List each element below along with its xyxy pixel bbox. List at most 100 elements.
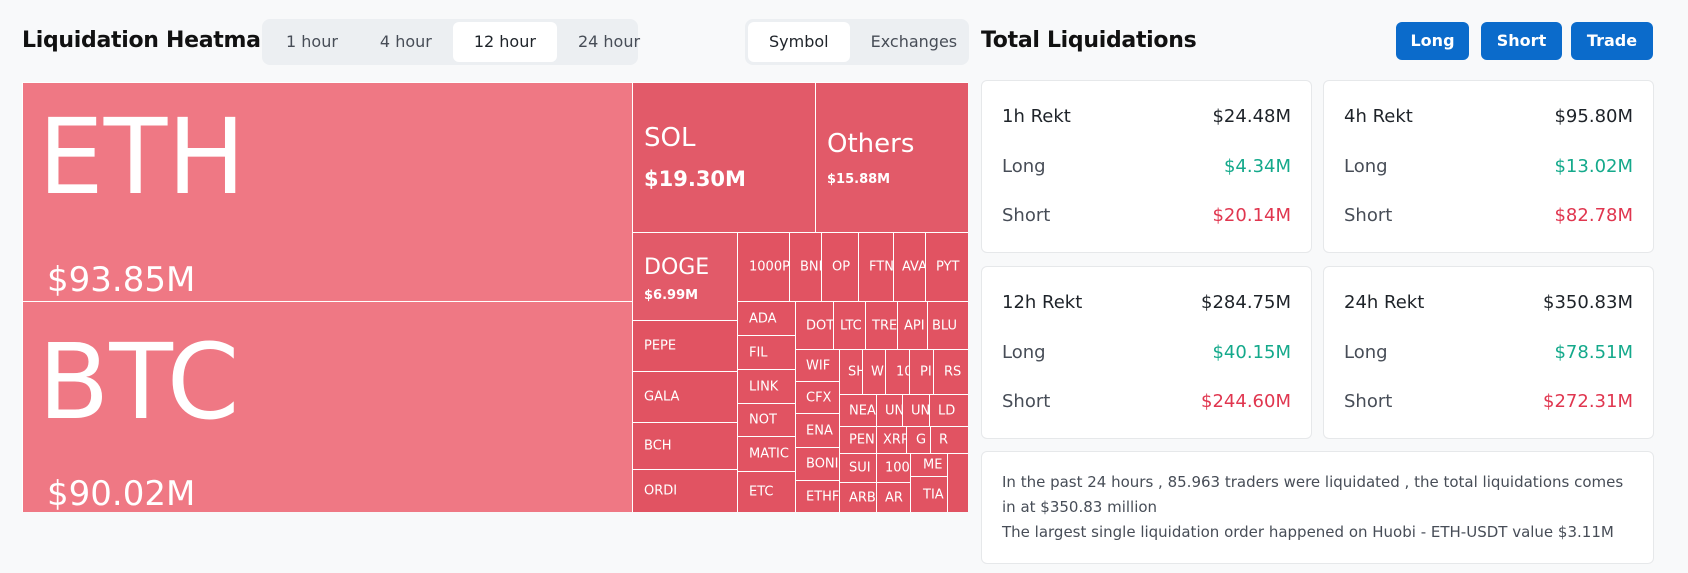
short-value: $20.14M — [1212, 204, 1291, 226]
heatmap-cell-wif[interactable]: WIF — [795, 349, 840, 382]
heatmap-cell-ftm[interactable]: FTN — [858, 232, 894, 302]
long-value: $13.02M — [1554, 155, 1633, 177]
heatmap-cell-matic[interactable]: MATIC — [737, 436, 796, 472]
heatmap-cell-un2[interactable]: UN — [902, 394, 930, 427]
heatmap-cell-blur[interactable]: BLU — [927, 301, 968, 350]
heatmap-cell-pl[interactable]: PI — [909, 349, 934, 395]
heatmap-cell-ltc[interactable]: LTC — [833, 301, 866, 350]
heatmap-cell-op[interactable]: OP — [821, 232, 859, 302]
card-total: $24.48M — [1212, 105, 1291, 127]
heatmap-cell-arb[interactable]: ARB — [839, 482, 877, 512]
cell-symbol: UN — [911, 403, 930, 418]
heatmap-cell-g[interactable]: G — [906, 426, 931, 454]
heatmap-cell-near[interactable]: NEA — [839, 394, 877, 427]
cell-symbol: FIL — [749, 345, 768, 360]
long-value: $78.51M — [1554, 341, 1633, 363]
heatmap-cell-ld[interactable]: LD — [929, 394, 968, 427]
card-total-row: 12h Rekt $284.75M — [1002, 287, 1291, 317]
heatmap-cell-cfx[interactable]: CFX — [795, 381, 840, 414]
heatmap-cell-avax[interactable]: AVA — [893, 232, 926, 302]
heatmap-cell-link[interactable]: LINK — [737, 369, 796, 404]
heatmap-cell-eth[interactable]: ETH $93.85M — [22, 82, 633, 302]
heatmap-cell-not[interactable]: NOT — [737, 403, 796, 437]
card-total: $95.80M — [1554, 105, 1633, 127]
heatmap-cell-sui[interactable]: SUI — [839, 453, 877, 483]
card-total: $350.83M — [1543, 291, 1633, 313]
cell-symbol: TIA — [923, 487, 944, 502]
card-short-row: Short $82.78M — [1344, 200, 1633, 230]
short-label: Short — [1002, 204, 1051, 226]
tab-4-hour[interactable]: 4 hour — [379, 32, 432, 51]
cell-symbol: ETHF — [806, 489, 840, 504]
heatmap-cell-ena[interactable]: ENA — [795, 413, 840, 448]
cell-symbol: BONI — [806, 456, 839, 472]
rekt-card-24h: 24h Rekt $350.83M Long $78.51M Short $272.3… — [1323, 266, 1654, 439]
cell-value: $6.99M — [644, 288, 699, 303]
heatmap-cell-sol[interactable]: SOL $19.30M — [632, 82, 816, 233]
heatmap-cell-ordi[interactable]: ORDI — [632, 469, 738, 512]
card-short-row: Short $20.14M — [1002, 200, 1291, 230]
card-label: 1h Rekt — [1002, 105, 1071, 127]
heatmap-cell-ethfi[interactable]: ETHF — [795, 480, 840, 512]
heatmap-cell-bonk[interactable]: BONI — [795, 447, 840, 481]
trade-button[interactable]: Trade — [1571, 22, 1653, 60]
heatmap-cell-100[interactable]: 100 — [876, 453, 911, 483]
long-button[interactable]: Long — [1396, 22, 1469, 60]
heatmap-cell-10[interactable]: 10 — [885, 349, 910, 395]
cell-symbol: TRE — [872, 318, 898, 333]
heatmap-cell-xrp[interactable]: XRP — [876, 426, 907, 454]
cell-symbol: NOT — [749, 412, 777, 428]
heatmap-cell-gala[interactable]: GALA — [632, 371, 738, 423]
cell-symbol: ME — [923, 457, 943, 473]
liquidation-heatmap: ETH $93.85M BTC $90.02M SOL $19.30M Othe… — [22, 82, 968, 512]
tab-symbol[interactable]: Symbol — [748, 22, 850, 62]
heatmap-cell-others[interactable]: Others $15.88M — [815, 82, 968, 233]
tab-24-hour[interactable]: 24 hour — [577, 32, 641, 51]
heatmap-cell-r[interactable]: R — [930, 426, 968, 454]
heatmap-cell-shib[interactable]: SH — [839, 349, 863, 395]
heatmap-cell-pyth[interactable]: PYT — [925, 232, 968, 302]
heatmap-cell-pen[interactable]: PEN — [839, 426, 877, 454]
heatmap-cell-tia[interactable]: TIA — [910, 476, 948, 512]
card-total-row: 1h Rekt $24.48M — [1002, 101, 1291, 131]
heatmap-cell-pepe[interactable]: PEPE — [632, 320, 738, 372]
heatmap-cell-dot[interactable]: DOT — [795, 301, 834, 350]
card-short-row: Short $272.31M — [1344, 386, 1633, 416]
heatmap-cell-btc[interactable]: BTC $90.02M — [22, 301, 633, 512]
heatmap-cell-etc[interactable]: ETC — [737, 471, 796, 512]
cell-symbol: PEN — [849, 432, 875, 448]
heatmap-cell-doge[interactable]: DOGE $6.99M — [632, 232, 738, 321]
tab-exchanges[interactable]: Exchanges — [870, 32, 958, 51]
heatmap-cell-w[interactable]: W — [862, 349, 886, 395]
cell-symbol: ETC — [749, 484, 774, 500]
heatmap-cell-fil[interactable]: FIL — [737, 335, 796, 370]
heatmap-cell-ar[interactable]: AR — [876, 482, 911, 512]
heatmap-cell-bch[interactable]: BCH — [632, 422, 738, 470]
cell-value: $15.88M — [827, 172, 891, 187]
short-button[interactable]: Short — [1481, 22, 1562, 60]
heatmap-cell-extra[interactable] — [947, 453, 968, 512]
short-value: $82.78M — [1554, 204, 1633, 226]
heatmap-cell-me[interactable]: ME — [910, 453, 948, 477]
heatmap-cell-trb[interactable]: TRE — [865, 301, 898, 350]
long-label: Long — [1344, 155, 1388, 177]
cell-symbol: ARB — [849, 490, 876, 505]
heatmap-cell-bnb[interactable]: BNE — [789, 232, 822, 302]
long-value: $40.15M — [1212, 341, 1291, 363]
card-long-row: Long $78.51M — [1344, 337, 1633, 367]
card-total-row: 24h Rekt $350.83M — [1344, 287, 1633, 317]
tab-12-hour[interactable]: 12 hour — [452, 22, 557, 62]
heatmap-cell-apt[interactable]: API — [897, 301, 928, 350]
cell-symbol: BCH — [644, 438, 672, 454]
cell-symbol: SH — [848, 364, 862, 380]
cell-symbol: WIF — [806, 358, 831, 373]
heatmap-cell-1000p[interactable]: 1000P — [737, 232, 790, 302]
card-total-row: 4h Rekt $95.80M — [1344, 101, 1633, 131]
heatmap-cell-un1[interactable]: UN — [876, 394, 903, 427]
cell-value: $90.02M — [47, 474, 196, 512]
heatmap-cell-ada[interactable]: ADA — [737, 301, 796, 336]
summary-line-2: The largest single liquidation order hap… — [1002, 523, 1614, 541]
heatmap-cell-rs[interactable]: RS — [933, 349, 968, 395]
tab-1-hour[interactable]: 1 hour — [286, 32, 338, 51]
card-long-row: Long $40.15M — [1002, 337, 1291, 367]
